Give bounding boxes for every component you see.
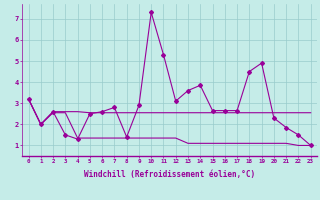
X-axis label: Windchill (Refroidissement éolien,°C): Windchill (Refroidissement éolien,°C) bbox=[84, 170, 255, 179]
